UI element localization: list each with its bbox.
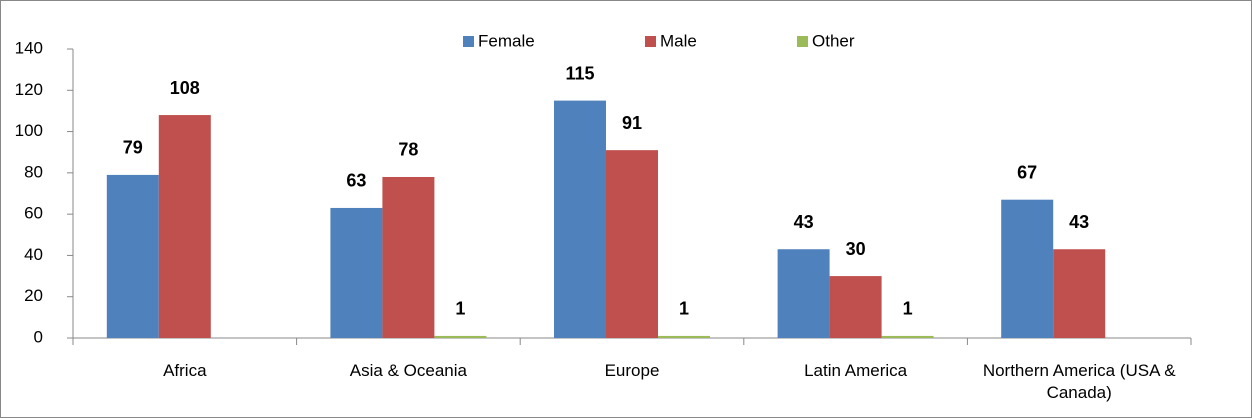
data-label: 79 (123, 138, 143, 158)
data-label: 78 (398, 140, 418, 160)
data-label: 30 (846, 239, 866, 259)
bar (106, 174, 159, 338)
legend-label: Female (478, 31, 535, 50)
legend-label: Male (660, 31, 697, 50)
y-tick-label: 0 (34, 327, 43, 346)
data-label: 63 (346, 171, 366, 191)
y-tick-label: 20 (24, 286, 43, 305)
y-tick-label: 120 (15, 80, 43, 99)
x-tick-label: Asia & Oceania (349, 361, 467, 380)
legend-swatch (645, 36, 656, 47)
data-label: 1 (679, 299, 689, 319)
legend-label: Other (812, 31, 855, 50)
data-label: 67 (1017, 162, 1037, 182)
bar (554, 100, 606, 338)
y-tick-label: 60 (24, 204, 43, 223)
legend-swatch (463, 36, 474, 47)
data-label: 1 (903, 299, 913, 319)
x-tick-label: Northern America (USA & Canada) (982, 361, 1176, 402)
data-label: 108 (170, 78, 200, 98)
data-label: 43 (1069, 212, 1089, 232)
bar (382, 176, 435, 338)
bar (658, 335, 710, 338)
bar (606, 150, 658, 338)
y-tick-label: 100 (15, 121, 43, 140)
bar (330, 207, 383, 338)
legend-swatch (797, 36, 808, 47)
data-label: 1 (455, 299, 465, 319)
bar (434, 335, 487, 338)
data-label: 91 (622, 113, 642, 133)
bar (1053, 249, 1106, 338)
x-tick-label: Africa (163, 361, 207, 380)
bar (1001, 199, 1054, 338)
y-tick-label: 40 (24, 245, 43, 264)
bar (881, 335, 934, 338)
bar (829, 276, 882, 338)
bar (777, 249, 830, 338)
x-tick-label: Europe (604, 361, 660, 380)
data-label: 43 (794, 212, 814, 232)
data-label: 115 (565, 63, 594, 83)
x-tick-label: Latin America (804, 361, 908, 380)
bar (158, 115, 211, 338)
y-tick-label: 80 (24, 162, 43, 181)
y-tick-label: 140 (15, 38, 43, 57)
